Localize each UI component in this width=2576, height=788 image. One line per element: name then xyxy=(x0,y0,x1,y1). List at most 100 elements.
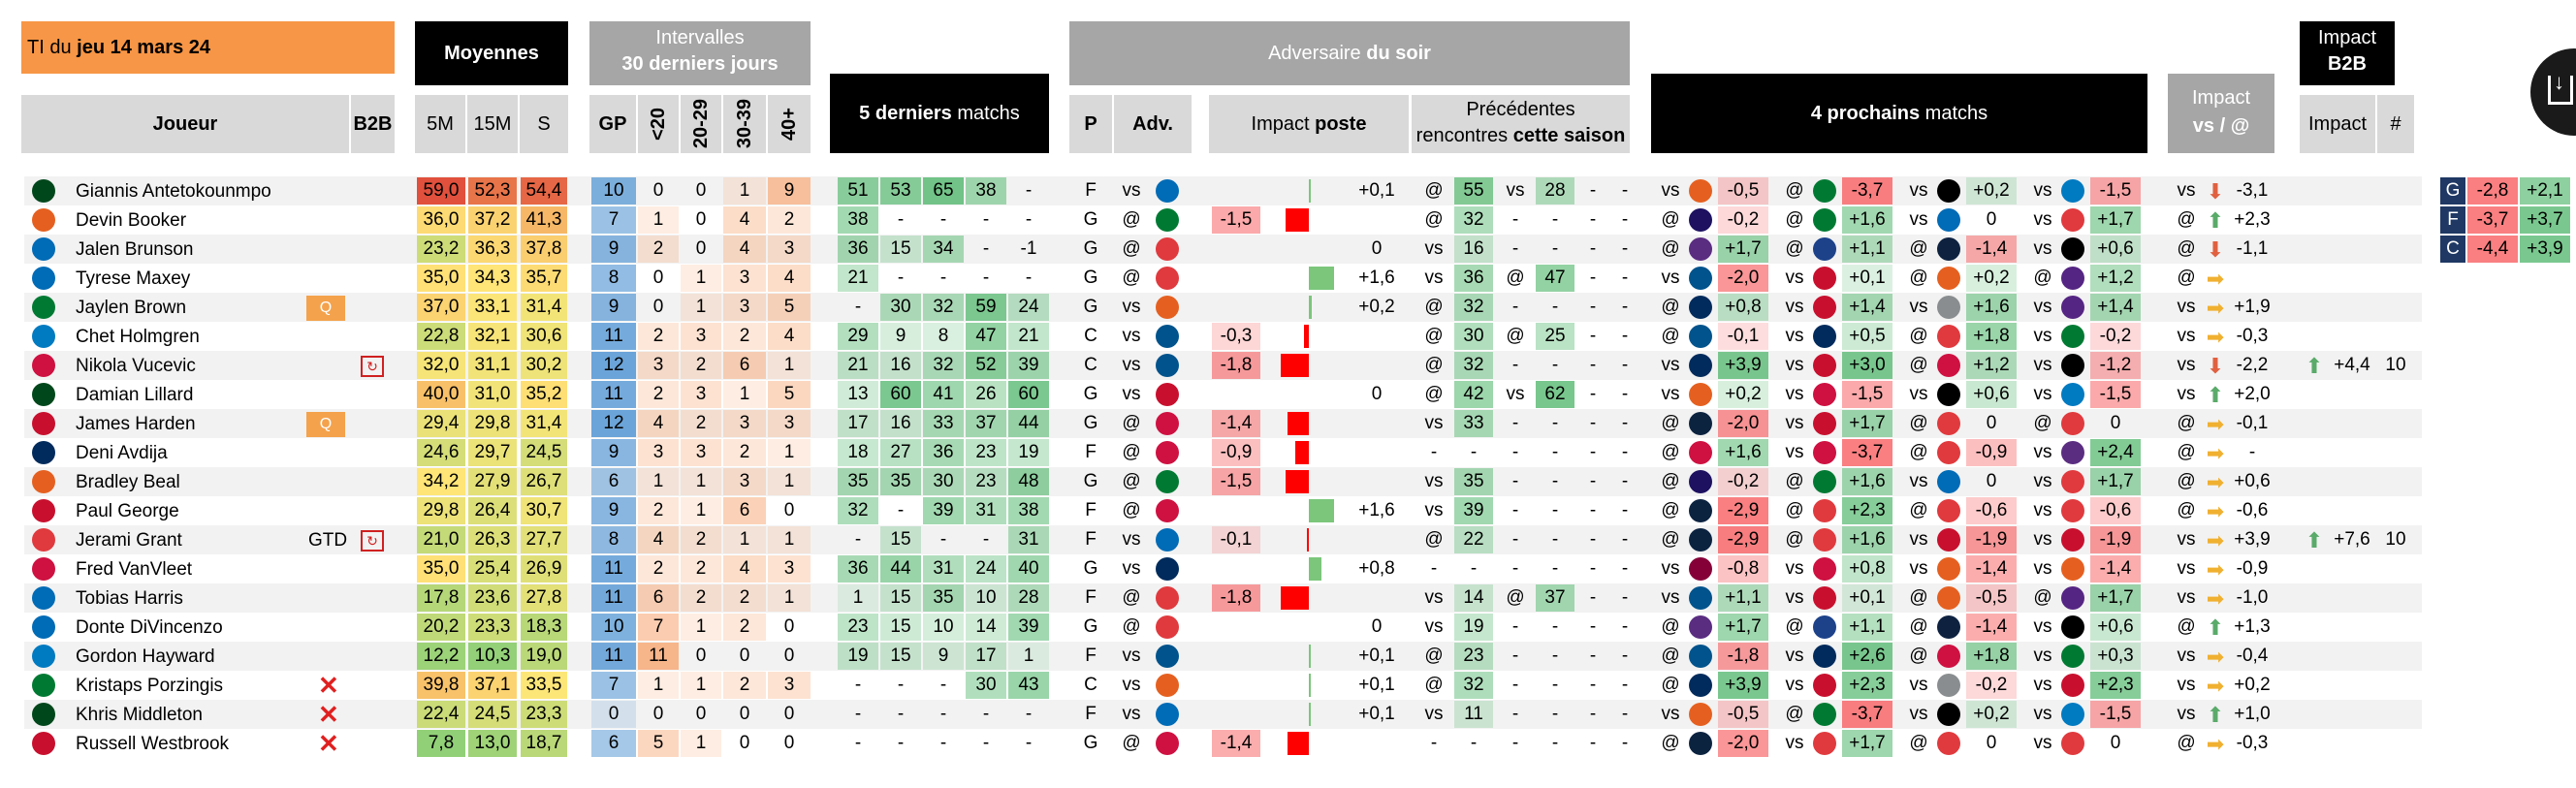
previous-game: - xyxy=(1621,209,1629,230)
next-impact: +2,3 xyxy=(2090,672,2141,699)
player-name[interactable]: Damian Lillard xyxy=(76,385,194,405)
previous-game: - xyxy=(1551,500,1559,520)
player-name[interactable]: Khris Middleton xyxy=(76,705,203,725)
opponent-phx-logo-icon xyxy=(1156,674,1179,697)
team-logo-mil-icon xyxy=(32,703,55,726)
impact-vs-side: vs xyxy=(2177,180,2196,201)
avg-s: 33,5 xyxy=(521,672,567,699)
player-name[interactable]: Nikola Vucevic xyxy=(76,356,196,376)
player-name[interactable]: Jerami Grant xyxy=(76,530,182,551)
next-impact: +1,6 xyxy=(1718,439,1768,466)
player-name[interactable]: Fred VanVleet xyxy=(76,559,193,580)
next-impact: +0,1 xyxy=(1842,584,1892,612)
questionable-badge: Q xyxy=(306,412,345,437)
impact-poste-value: -1,8 xyxy=(1212,352,1260,379)
avg-m5: 36,0 xyxy=(417,206,465,234)
interval-gt40: 5 xyxy=(768,381,811,408)
player-name[interactable]: Donte DiVincenzo xyxy=(76,617,223,638)
previous-game: @ xyxy=(1506,268,1525,288)
last5-score: 16 xyxy=(880,410,921,437)
player-name[interactable]: Chet Holmgren xyxy=(76,327,200,347)
next-opp-bkn-logo-icon xyxy=(2061,354,2084,377)
previous-game: 19 xyxy=(1454,614,1493,641)
col-header-p: P xyxy=(1069,95,1112,153)
impact-vs-side: vs xyxy=(2177,675,2196,695)
download-button[interactable]: ↓ xyxy=(2530,48,2576,136)
games-played: 11 xyxy=(591,555,636,583)
next-impact: -1,5 xyxy=(2090,701,2141,728)
player-name[interactable]: Tyrese Maxey xyxy=(76,268,191,289)
avg-m15: 37,1 xyxy=(468,672,517,699)
impact-b2b-value: +7,6 xyxy=(2334,529,2370,550)
player-name[interactable]: Tobias Harris xyxy=(76,588,183,609)
next-impact: +3,9 xyxy=(1718,352,1768,379)
player-name[interactable]: Devin Booker xyxy=(76,210,187,231)
next-home-away: @ xyxy=(1661,442,1680,462)
next-impact: +1,7 xyxy=(1718,614,1768,641)
player-name[interactable]: Gordon Hayward xyxy=(76,646,215,667)
team-logo-bos-icon xyxy=(32,674,55,697)
next-impact: -0,2 xyxy=(1718,468,1768,495)
moyennes-header: Moyennes xyxy=(415,21,568,85)
next-opp-por-logo-icon xyxy=(1937,499,1960,522)
next-home-away: vs xyxy=(1909,384,1928,404)
player-name[interactable]: Paul George xyxy=(76,501,179,521)
next-opp-det-logo-icon xyxy=(1813,674,1836,697)
player-name[interactable]: Jaylen Brown xyxy=(76,298,187,318)
next-opp-atl-logo-icon xyxy=(2061,470,2084,493)
arrow-right-icon: ➡ xyxy=(2206,645,2225,669)
next-impact: +0,2 xyxy=(1966,265,2017,292)
arrow-right-icon: ➡ xyxy=(2206,674,2225,698)
next-impact: +1,7 xyxy=(2090,468,2141,495)
position: G xyxy=(1083,268,1098,288)
last5-score: 29 xyxy=(838,323,878,350)
previous-game: - xyxy=(1511,558,1519,579)
next-impact: -0,5 xyxy=(1718,701,1768,728)
impact-poste-value: -1,5 xyxy=(1212,206,1260,234)
games-played: 7 xyxy=(591,206,636,234)
avg-m5: 21,0 xyxy=(417,526,465,553)
previous-game: @ xyxy=(1506,587,1525,608)
next-opp-phx-logo-icon xyxy=(1937,557,1960,581)
player-name[interactable]: James Harden xyxy=(76,414,196,434)
previous-game: - xyxy=(1511,616,1519,637)
next-home-away: vs xyxy=(1909,529,1928,550)
previous-game: - xyxy=(1511,413,1519,433)
games-played: 7 xyxy=(591,672,636,699)
arrow-down-icon: ⬇ xyxy=(2206,354,2225,378)
player-name[interactable]: Giannis Antetokounmpo xyxy=(76,181,271,202)
impact-b2b-line2: B2B xyxy=(2327,53,2367,75)
player-name[interactable]: Deni Avdija xyxy=(76,443,168,463)
position: C xyxy=(1084,326,1097,346)
previous-game: 42 xyxy=(1454,381,1493,408)
next-impact: +1,7 xyxy=(1718,236,1768,263)
interval-r3039: 2 xyxy=(723,672,766,699)
interval-r3039: 6 xyxy=(723,352,766,379)
last5-score: - xyxy=(1025,733,1033,753)
previous-game: - xyxy=(1551,413,1559,433)
last5-score: 43 xyxy=(1008,672,1049,699)
last5-score: - xyxy=(854,529,862,550)
player-name[interactable]: Russell Westbrook xyxy=(76,734,230,754)
player-name[interactable]: Kristaps Porzingis xyxy=(76,676,224,696)
next-impact: +1,2 xyxy=(1966,352,2017,379)
next-home-away: @ xyxy=(1785,500,1804,520)
last5-score: 27 xyxy=(880,439,921,466)
games-played: 11 xyxy=(591,323,636,350)
previous-game: - xyxy=(1589,268,1597,288)
avg-m15: 10,3 xyxy=(468,643,517,670)
next4-header: 4 prochains matchs xyxy=(1651,74,2147,153)
player-name[interactable]: Jalen Brunson xyxy=(76,239,194,260)
arrow-down-icon: ⬇ xyxy=(2206,179,2225,204)
team-logo-nyk-icon xyxy=(32,615,55,639)
impact-bar xyxy=(1309,674,1311,697)
games-played: 10 xyxy=(591,614,636,641)
impact-vs-value: +2,0 xyxy=(2234,384,2271,404)
previous-game: - xyxy=(1551,529,1559,550)
next-impact: -1,4 xyxy=(1966,614,2017,641)
impact-vs-side: @ xyxy=(2177,733,2196,753)
interval-r2029: 2 xyxy=(681,555,721,583)
player-name[interactable]: Bradley Beal xyxy=(76,472,180,492)
games-played: 6 xyxy=(591,730,636,757)
interval-gt40: 9 xyxy=(768,177,811,205)
